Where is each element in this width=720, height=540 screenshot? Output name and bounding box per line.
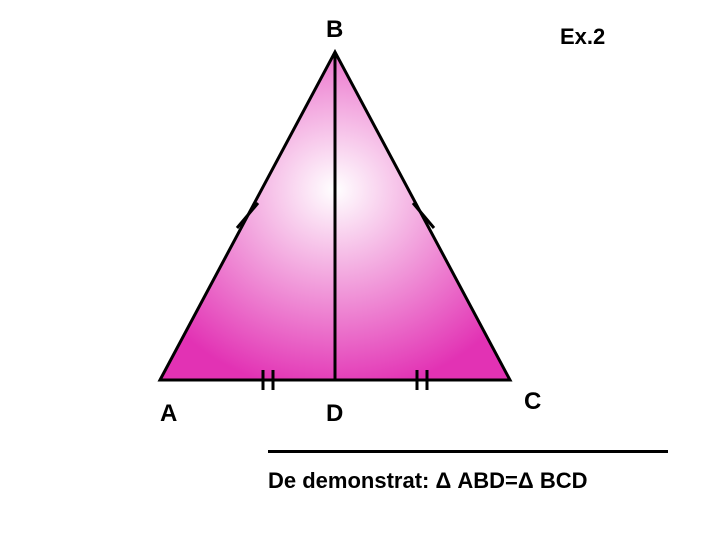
proof-text: De demonstrat: Δ ABD=Δ BCD bbox=[268, 468, 598, 494]
proof-divider bbox=[268, 450, 668, 453]
vertex-label-a: A bbox=[160, 400, 177, 428]
exercise-label: Ex.2 bbox=[560, 24, 605, 50]
triangle-diagram bbox=[0, 0, 720, 540]
vertex-label-b: B bbox=[326, 16, 343, 44]
vertex-label-d: D bbox=[326, 400, 343, 428]
vertex-label-c: C bbox=[524, 388, 541, 416]
